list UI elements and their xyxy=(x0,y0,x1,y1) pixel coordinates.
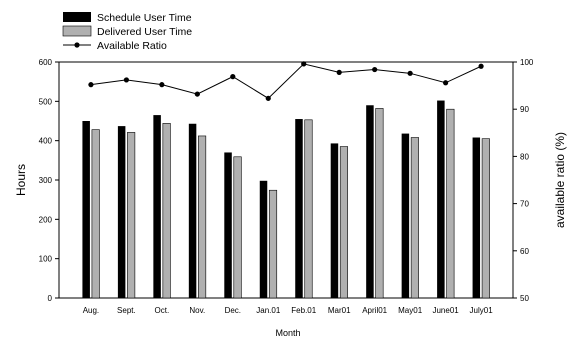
x-tick-label: Sept. xyxy=(117,306,136,315)
left-tick-label: 100 xyxy=(39,255,53,264)
delivered-bar xyxy=(162,123,171,299)
ratio-point xyxy=(230,74,236,80)
delivered-bar xyxy=(410,137,419,299)
delivered-bar xyxy=(481,138,490,299)
x-tick-label: Feb.01 xyxy=(291,306,316,315)
left-tick-label: 400 xyxy=(39,137,53,146)
delivered-bar xyxy=(304,119,313,299)
right-tick-label: 80 xyxy=(520,152,529,161)
legend-swatch xyxy=(62,25,92,37)
right-tick-label: 50 xyxy=(520,294,529,303)
delivered-bar xyxy=(446,108,455,299)
legend: Schedule User Time Delivered User Time Ava… xyxy=(62,12,192,52)
delivered-bar xyxy=(91,129,100,299)
schedule-bar xyxy=(330,143,339,298)
left-tick-label: 300 xyxy=(39,176,53,185)
x-tick-label: May01 xyxy=(398,306,423,315)
schedule-bar xyxy=(472,137,481,298)
delivered-bar xyxy=(375,108,384,299)
ratio-point xyxy=(407,70,413,76)
y-axis-title: Hours xyxy=(14,164,28,196)
ratio-point xyxy=(301,61,307,67)
x-axis: Aug. Sept. Oct. Nov. Dec. Jan.01 Feb.01 Mar01 Ap… xyxy=(83,306,494,315)
x-tick-label: Oct. xyxy=(155,306,170,315)
legend-marker xyxy=(74,42,80,48)
right-y-axis: 50 60 70 80 90 100 xyxy=(513,58,534,303)
right-tick-label: 100 xyxy=(520,58,534,67)
ratio-point xyxy=(159,82,165,88)
ratio-point xyxy=(336,69,342,75)
ratio-point xyxy=(443,80,449,86)
x-tick-label: Aug. xyxy=(83,306,99,315)
ratio-point xyxy=(372,66,378,73)
ratio-line xyxy=(90,63,482,99)
schedule-bar xyxy=(401,133,410,298)
plot-area xyxy=(58,61,514,299)
schedule-bar xyxy=(224,152,232,298)
legend-label: Schedule User Time xyxy=(97,12,192,24)
schedule-bar xyxy=(295,119,303,299)
schedule-bar xyxy=(153,115,161,298)
delivered-bar xyxy=(268,189,278,299)
left-tick-label: 200 xyxy=(39,215,53,224)
ratio-point xyxy=(123,77,129,83)
right-tick-label: 90 xyxy=(520,105,529,114)
x-tick-label: June01 xyxy=(432,306,459,315)
x-tick-label: Nov. xyxy=(189,306,205,315)
ratio-point xyxy=(194,91,200,97)
x-tick-label: Mar01 xyxy=(328,306,351,315)
left-tick-label: 600 xyxy=(39,58,53,67)
ratio-point xyxy=(265,95,271,101)
schedule-bar xyxy=(117,126,126,298)
x-tick-label: July01 xyxy=(470,306,494,315)
schedule-bar xyxy=(82,121,90,298)
delivered-bar xyxy=(127,132,136,299)
right-axis-title: available ratio (%) xyxy=(553,132,567,228)
legend-label: Delivered User Time xyxy=(97,26,192,38)
x-tick-label: April01 xyxy=(362,306,387,315)
schedule-bar xyxy=(366,105,374,299)
schedule-bar xyxy=(259,180,268,298)
delivered-bar xyxy=(198,135,207,299)
x-tick-label: Dec. xyxy=(225,306,241,315)
right-tick-label: 60 xyxy=(520,247,529,256)
delivered-bar xyxy=(233,156,242,299)
delivered-bar xyxy=(339,146,349,299)
left-tick-label: 0 xyxy=(48,294,53,303)
schedule-bar xyxy=(437,100,445,299)
x-axis-title: Month xyxy=(275,328,300,338)
legend-label: Available Ratio xyxy=(97,40,167,52)
ratio-point xyxy=(88,82,94,88)
schedule-bar xyxy=(188,123,197,299)
x-tick-label: Jan.01 xyxy=(256,306,281,315)
right-tick-label: 70 xyxy=(520,200,529,209)
ratio-point xyxy=(478,63,484,69)
legend-swatch xyxy=(63,12,91,22)
left-tick-label: 500 xyxy=(39,97,53,106)
left-y-axis: 0 100 200 300 400 500 600 xyxy=(39,58,59,303)
